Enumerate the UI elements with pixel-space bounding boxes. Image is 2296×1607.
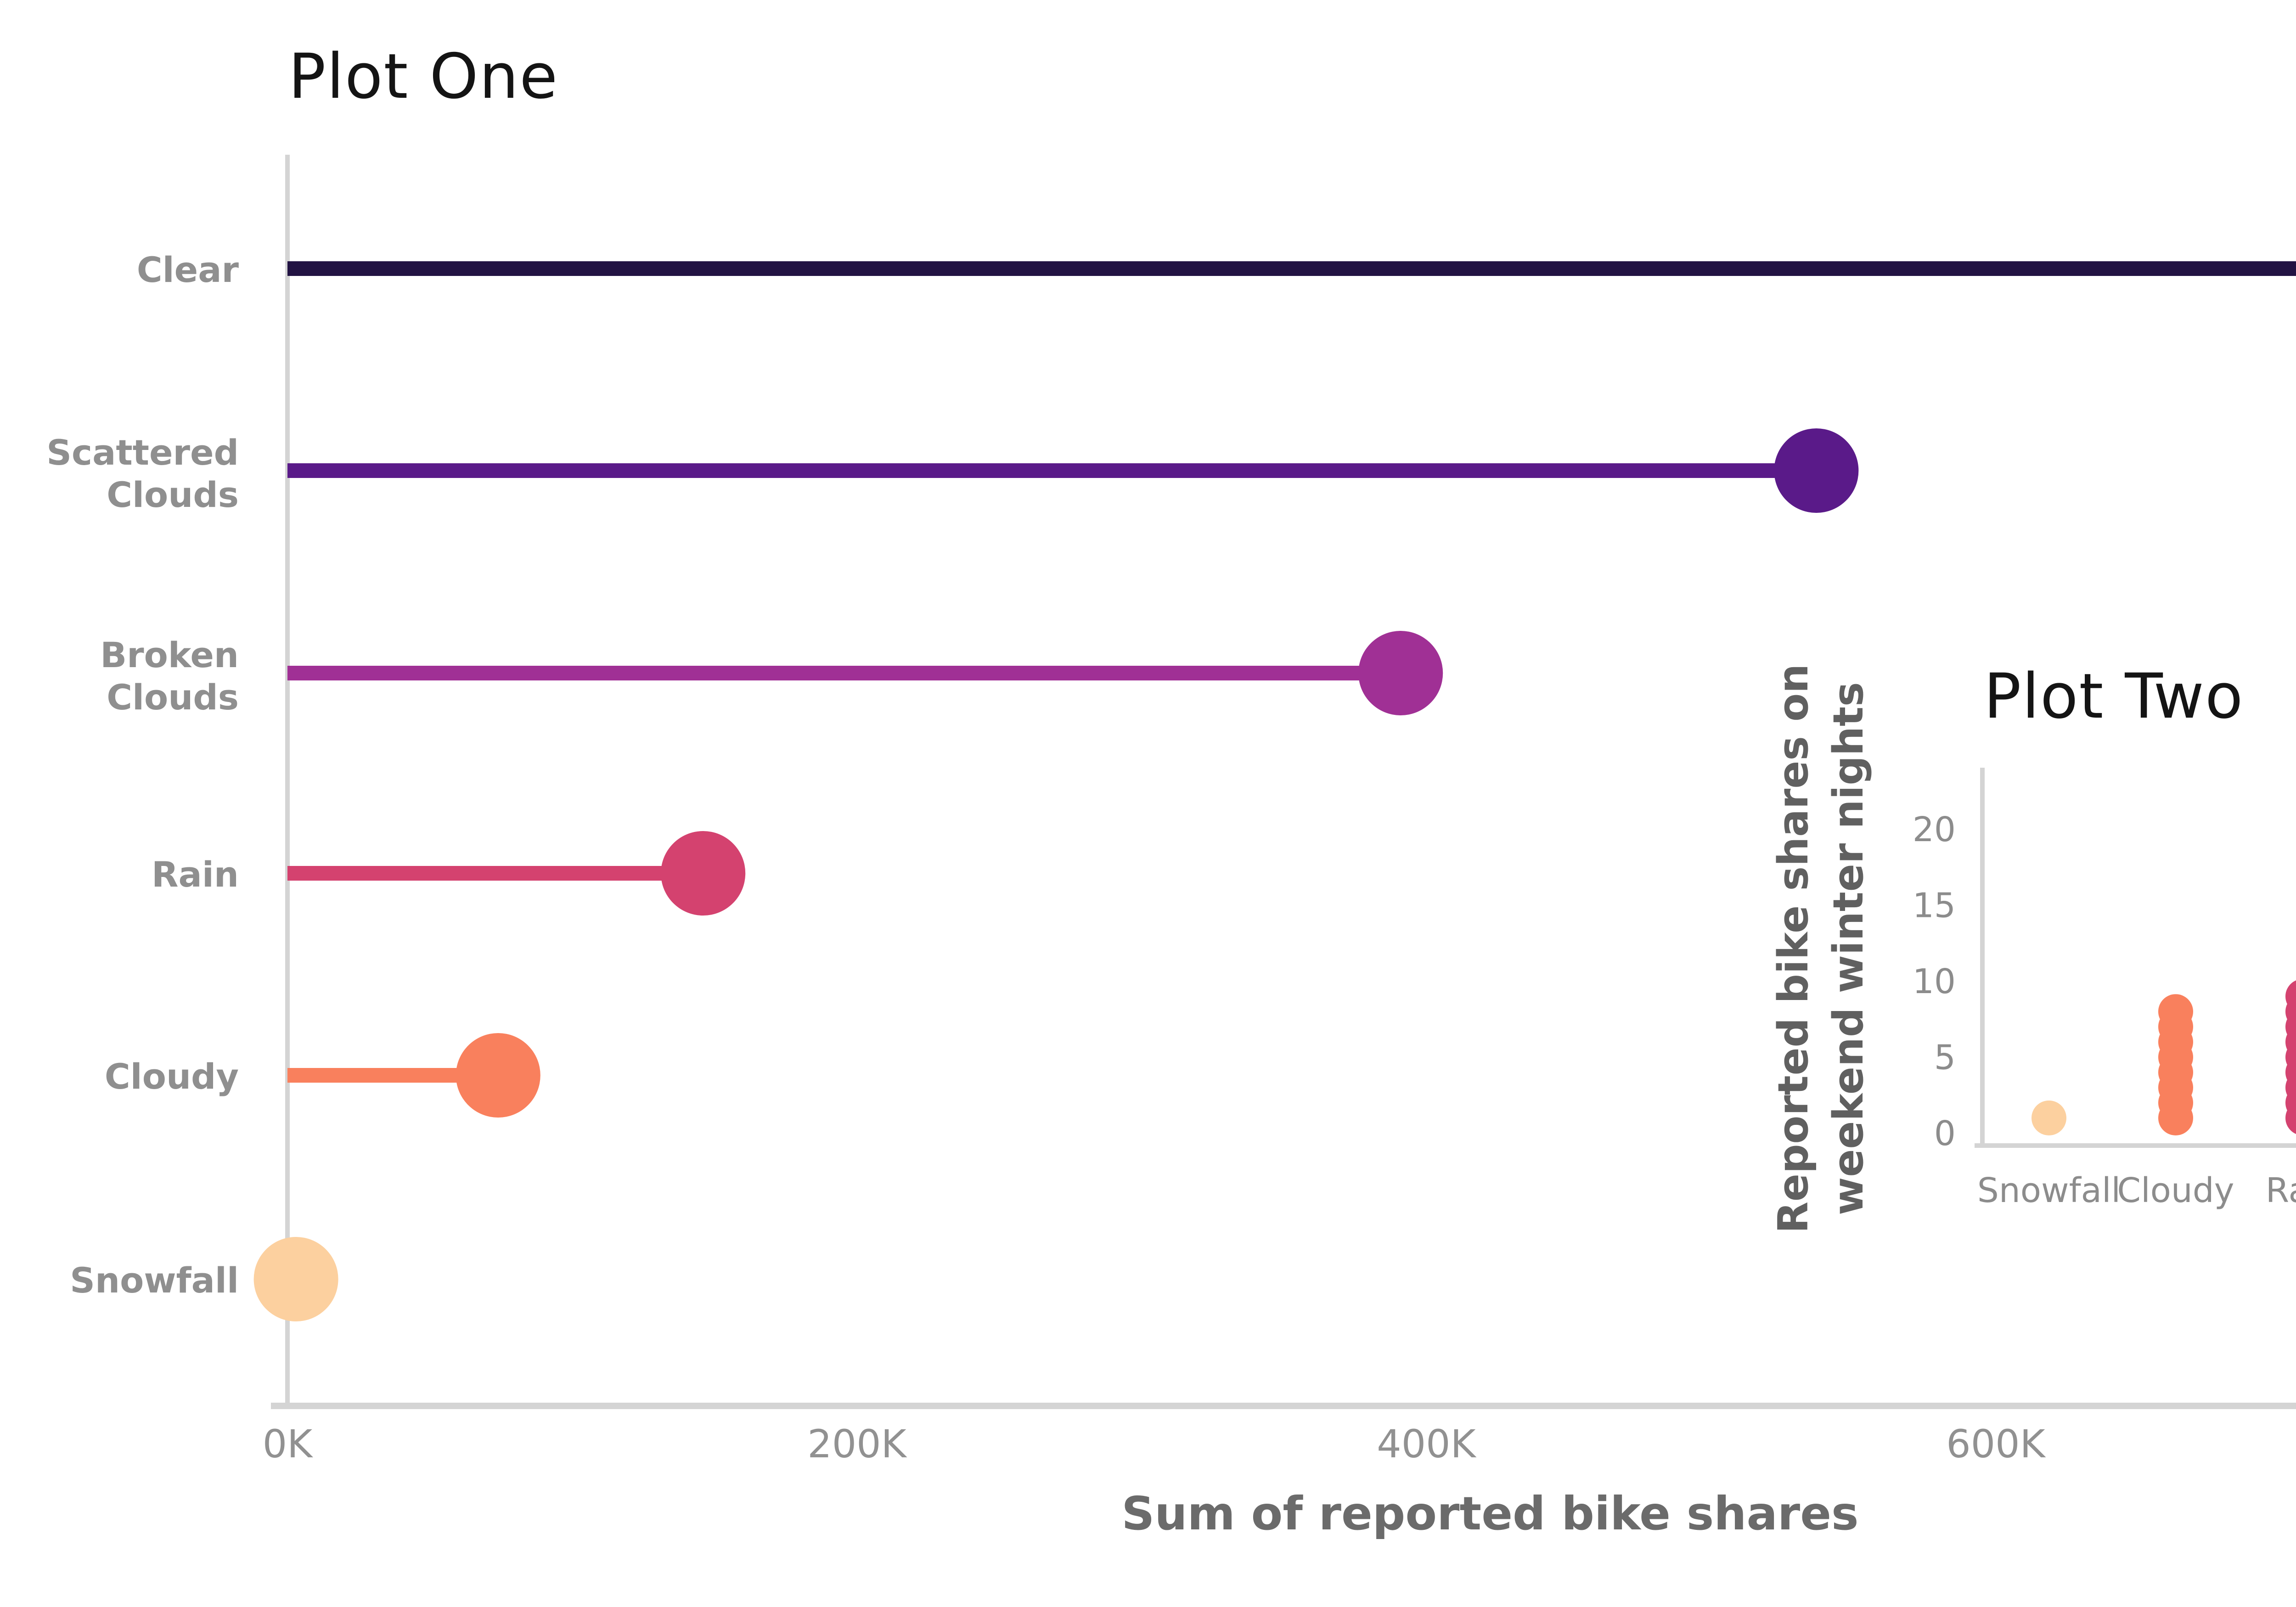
plot-one-title: Plot One xyxy=(288,40,559,112)
plot-one-category-label-broken-clouds: Broken xyxy=(100,635,239,675)
plot-one-x-tick-200k: 200K xyxy=(807,1422,907,1467)
plot-one-x-tick-400k: 400K xyxy=(1377,1422,1476,1467)
plot-one-x-tick-0k: 0K xyxy=(263,1422,313,1467)
dot-column-rain-dot-9 xyxy=(2285,980,2296,1013)
lollipop-dot-snowfall xyxy=(253,1237,338,1321)
plot-two-title: Plot Two xyxy=(1984,660,2244,732)
plot-two-category-label-snowfall: Snowfall xyxy=(1977,1171,2121,1210)
plot-two-y-tick-20: 20 xyxy=(1913,810,1956,849)
plot-one-category-label-cloudy: Cloudy xyxy=(105,1056,239,1097)
dot-column-snowfall-dot-1 xyxy=(2032,1100,2066,1135)
plot-two-category-label-cloudy: Cloudy xyxy=(2117,1171,2234,1210)
plot-one-category-label-scattered-clouds-line2: Clouds xyxy=(107,474,239,515)
plot-one-category-label-clear: Clear xyxy=(137,249,239,290)
lollipop-dot-broken-clouds xyxy=(1358,631,1443,715)
plot-one-category-label-scattered-clouds: Scattered xyxy=(46,432,239,473)
plot-two-y-tick-5: 5 xyxy=(1934,1038,1956,1078)
plot-one-category-label-rain: Rain xyxy=(152,854,239,895)
lollipop-dot-rain xyxy=(661,831,746,916)
plot-one-category-label-snowfall: Snowfall xyxy=(70,1260,239,1301)
plot-two-y-tick-0: 0 xyxy=(1934,1114,1956,1153)
plot-one-x-tick-600k: 600K xyxy=(1946,1422,2046,1467)
plot-two-y-axis-title-line2: weekend winter nights xyxy=(1824,682,1873,1215)
plot-two-y-axis-title: Reported bike shares on weekend winter n… xyxy=(1766,627,1876,1270)
plot-two-y-axis-title-line1: Reported bike shares on xyxy=(1769,663,1818,1234)
dot-column-cloudy-dot-8 xyxy=(2158,994,2193,1029)
plot-two-category-label-rain: Rain xyxy=(2266,1171,2296,1210)
plot-one-category-label-broken-clouds-line2: Clouds xyxy=(107,677,239,718)
plot-two-y-tick-10: 10 xyxy=(1913,962,1956,1001)
lollipop-dot-scattered-clouds xyxy=(1774,428,1859,513)
plot-two-y-tick-15: 15 xyxy=(1913,886,1956,926)
lollipop-dot-cloudy xyxy=(456,1033,540,1118)
plot-one-x-axis-title: Sum of reported bike shares xyxy=(1121,1487,1859,1540)
